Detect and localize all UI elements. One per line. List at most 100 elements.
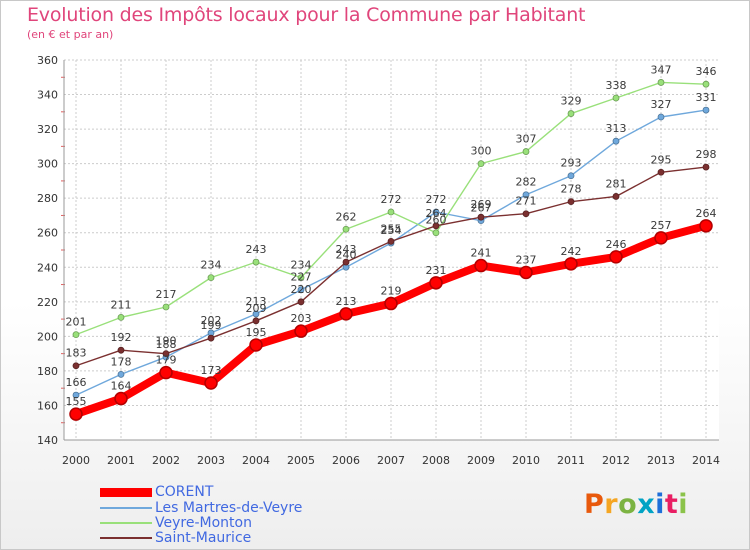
- data-label-corent: 237: [516, 253, 537, 266]
- data-label-corent: 231: [426, 264, 447, 277]
- logo-letter: P: [584, 489, 605, 520]
- x-tick-label: 2011: [557, 454, 585, 467]
- legend-label-corent: CORENT: [155, 484, 214, 500]
- data-point-veyre-monton: [567, 110, 575, 117]
- data-label-corent: 213: [336, 295, 357, 308]
- data-point-veyre-monton: [162, 303, 170, 311]
- data-label-les-martres-de-veyre: 293: [561, 157, 582, 170]
- data-label-veyre-monton: 329: [561, 95, 582, 108]
- y-tick-label: 240: [37, 261, 58, 274]
- legend-label-saint-maurice: Saint-Maurice: [155, 530, 252, 546]
- x-tick-label: 2008: [422, 454, 450, 467]
- data-label-saint-maurice: 295: [651, 153, 672, 166]
- data-label-saint-maurice: 281: [606, 177, 627, 190]
- y-tick-label: 180: [37, 365, 58, 378]
- data-label-saint-maurice: 269: [471, 198, 492, 211]
- data-point-les-martres-de-veyre: [612, 137, 620, 145]
- data-label-veyre-monton: 211: [111, 298, 132, 311]
- data-point-veyre-monton: [432, 229, 440, 237]
- legend-item-corent: CORENT: [100, 484, 213, 500]
- data-label-saint-maurice: 255: [381, 222, 402, 235]
- logo-letter: t: [664, 489, 679, 520]
- data-point-les-martres-de-veyre: [432, 208, 440, 216]
- legend-item-saint-maurice: Saint-Maurice: [100, 530, 251, 546]
- x-tick-label: 2009: [467, 454, 495, 467]
- data-point-corent: [249, 338, 263, 352]
- data-label-les-martres-de-veyre: 227: [291, 271, 312, 284]
- data-point-corent: [384, 296, 398, 311]
- data-point-corent: [699, 219, 713, 233]
- data-point-saint-maurice: [342, 258, 350, 266]
- legend-swatch-les-martres-de-veyre: [100, 507, 152, 509]
- data-point-saint-maurice: [432, 222, 440, 230]
- data-point-saint-maurice: [207, 334, 215, 342]
- data-label-saint-maurice: 183: [66, 347, 87, 360]
- x-tick-label: 2005: [287, 454, 315, 467]
- data-label-veyre-monton: 346: [696, 65, 717, 78]
- data-label-veyre-monton: 262: [336, 210, 357, 223]
- x-tick-label: 2003: [197, 454, 225, 467]
- x-tick-label: 2007: [377, 454, 405, 467]
- data-label-saint-maurice: 209: [246, 302, 267, 315]
- data-point-les-martres-de-veyre: [522, 191, 530, 199]
- proxiti-logo: Proxiti: [584, 489, 688, 520]
- legend-label-veyre-monton: Veyre-Monton: [155, 515, 252, 531]
- data-label-corent: 155: [66, 395, 87, 408]
- data-point-saint-maurice: [72, 362, 80, 370]
- x-tick-label: 2006: [332, 454, 360, 467]
- y-tick-label: 140: [37, 434, 58, 447]
- data-label-corent: 173: [201, 364, 222, 377]
- data-label-saint-maurice: 271: [516, 195, 537, 208]
- y-tick-label: 200: [37, 330, 58, 343]
- x-tick-label: 2013: [647, 454, 675, 467]
- chart-subtitle: (en € et par an): [27, 28, 114, 41]
- data-point-saint-maurice: [612, 193, 620, 200]
- data-label-les-martres-de-veyre: 272: [426, 193, 447, 206]
- data-point-corent: [159, 365, 173, 380]
- data-point-les-martres-de-veyre: [702, 106, 710, 114]
- data-point-saint-maurice: [297, 298, 305, 306]
- data-point-veyre-monton: [342, 225, 350, 233]
- x-tick-label: 2000: [62, 454, 90, 467]
- chart-title: Evolution des Impôts locaux pour la Comm…: [27, 4, 586, 26]
- logo-letter: r: [604, 489, 619, 520]
- data-label-les-martres-de-veyre: 327: [651, 98, 672, 111]
- data-label-veyre-monton: 234: [201, 259, 222, 272]
- data-point-veyre-monton: [252, 258, 260, 266]
- x-tick-label: 2001: [107, 454, 135, 467]
- data-label-les-martres-de-veyre: 331: [696, 91, 717, 104]
- data-label-saint-maurice: 264: [426, 207, 447, 220]
- data-point-corent: [69, 407, 83, 421]
- data-point-les-martres-de-veyre: [117, 370, 125, 378]
- data-point-les-martres-de-veyre: [252, 310, 260, 318]
- data-point-corent: [519, 265, 533, 280]
- data-point-corent: [204, 376, 218, 390]
- legend-swatch-saint-maurice: [100, 537, 152, 539]
- logo-letter: o: [618, 489, 638, 520]
- data-label-saint-maurice: 192: [111, 331, 132, 344]
- data-point-veyre-monton: [207, 274, 215, 282]
- data-point-veyre-monton: [702, 80, 710, 88]
- data-label-veyre-monton: 243: [246, 243, 267, 256]
- data-label-saint-maurice: 199: [201, 319, 222, 332]
- data-point-corent: [429, 276, 443, 290]
- logo-letter: i: [678, 489, 689, 520]
- data-point-corent: [564, 257, 578, 271]
- data-point-corent: [114, 391, 128, 406]
- data-point-saint-maurice: [252, 317, 260, 325]
- data-point-saint-maurice: [477, 213, 485, 221]
- data-point-veyre-monton: [297, 274, 305, 282]
- data-label-veyre-monton: 307: [516, 133, 537, 146]
- x-tick-label: 2002: [152, 454, 180, 467]
- data-label-les-martres-de-veyre: 313: [606, 122, 627, 135]
- x-tick-label: 2004: [242, 454, 270, 467]
- data-label-les-martres-de-veyre: 267: [471, 202, 492, 215]
- data-point-saint-maurice: [522, 210, 530, 218]
- data-label-saint-maurice: 278: [561, 183, 582, 196]
- data-label-corent: 219: [381, 285, 402, 298]
- data-point-saint-maurice: [387, 237, 395, 245]
- data-label-saint-maurice: 298: [696, 148, 717, 161]
- data-point-veyre-monton: [657, 79, 665, 86]
- data-label-corent: 264: [696, 207, 717, 220]
